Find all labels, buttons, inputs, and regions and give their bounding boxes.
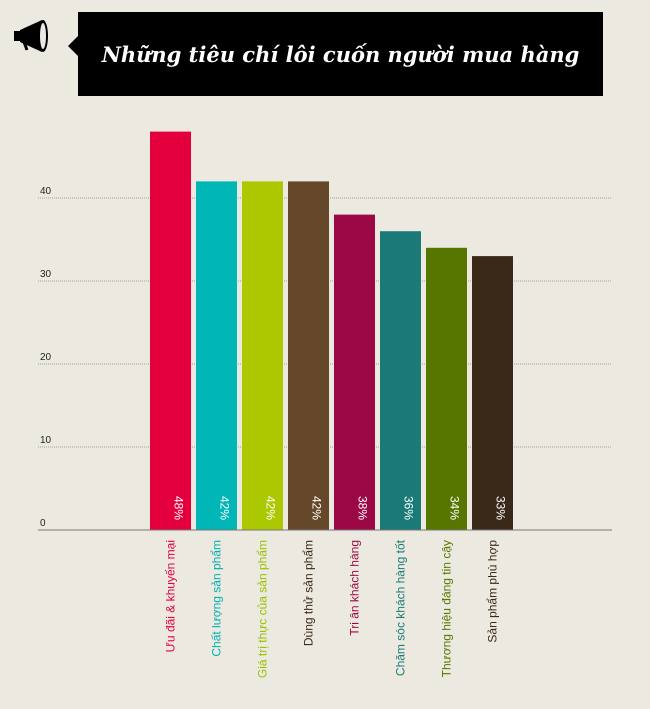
bar (426, 247, 467, 531)
category-label: Chất lượng sản phẩm (210, 540, 224, 657)
category-label: Chăm sóc khách hàng tốt (394, 539, 408, 676)
bar-value-label: 36% (402, 496, 416, 520)
bar-value-label: 48% (172, 496, 186, 520)
bar-value-label: 42% (310, 496, 324, 520)
bar (288, 181, 329, 530)
category-label: Sản phẩm phù hợp (486, 540, 500, 643)
y-tick-label: 20 (40, 352, 52, 363)
chart-title: Những tiêu chí lôi cuốn người mua hàng (101, 41, 580, 67)
bar-value-label: 38% (356, 496, 370, 520)
megaphone-icon (14, 20, 48, 52)
category-label: Ưu đãi & khuyến mại (164, 540, 178, 652)
bar (196, 181, 237, 530)
bar-value-label: 34% (448, 496, 462, 520)
bar-value-label: 42% (264, 496, 278, 520)
bar-value-label: 42% (218, 496, 232, 520)
category-label: Thương hiệu đáng tin cậy (440, 540, 454, 677)
bar-value-label: 33% (494, 496, 508, 520)
category-label: Dùng thử sản phẩm (302, 540, 316, 646)
bar (334, 214, 375, 530)
bar (242, 181, 283, 530)
bar (150, 131, 191, 530)
category-label: Tri ân khách hàng (348, 540, 362, 636)
y-tick-label: 10 (40, 435, 52, 446)
category-label: Giá trị thực của sản phẩm (256, 540, 270, 678)
bar (380, 231, 421, 530)
bar (472, 256, 513, 530)
y-tick-label: 40 (40, 186, 52, 197)
title-banner: Những tiêu chí lôi cuốn người mua hàng (68, 12, 603, 96)
y-tick-label: 0 (40, 518, 46, 529)
y-tick-label: 30 (40, 269, 52, 280)
